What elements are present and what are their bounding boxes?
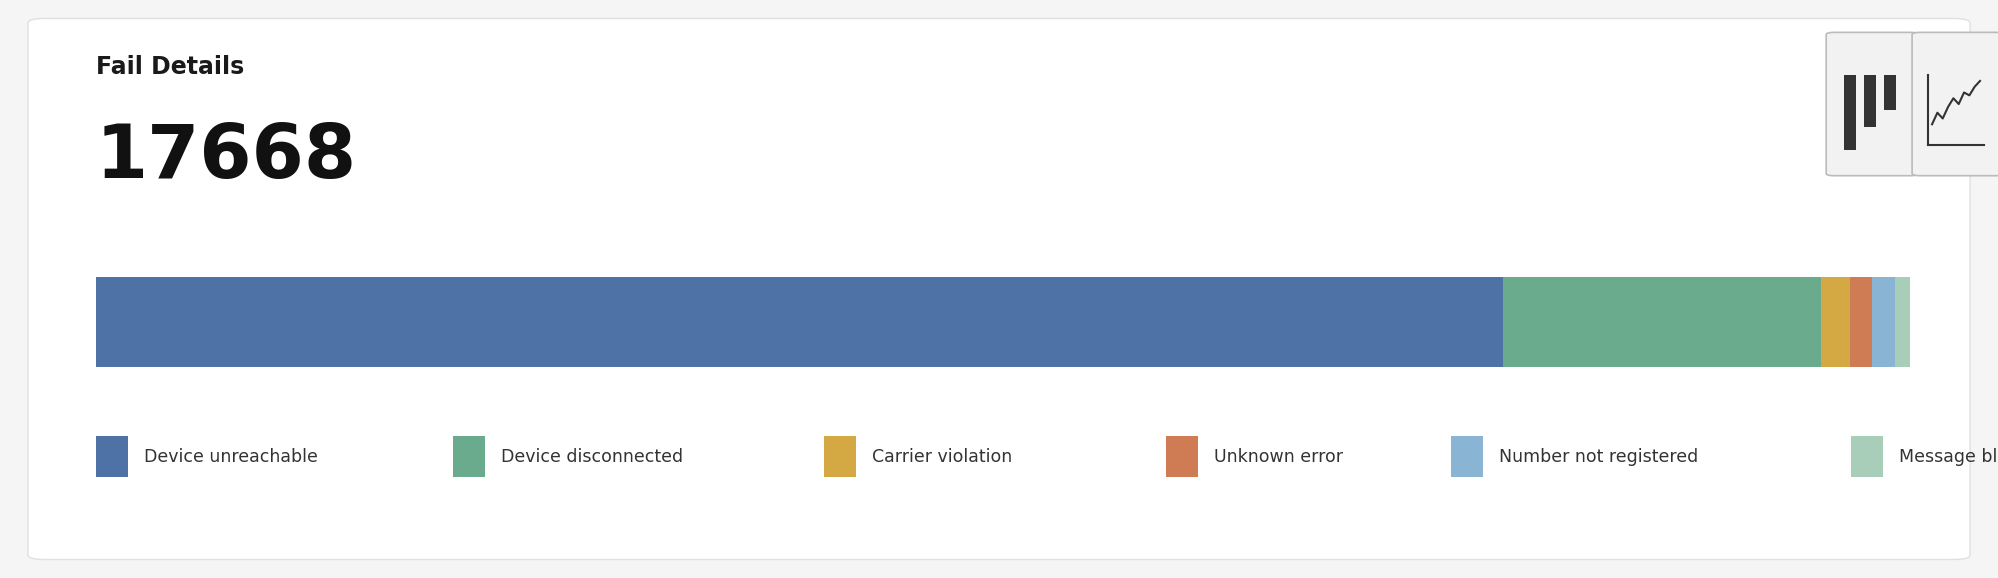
- Bar: [1820, 277, 1850, 367]
- FancyBboxPatch shape: [1826, 32, 1918, 176]
- Text: Message blocked: Message blocked: [1900, 447, 1998, 466]
- Text: Carrier violation: Carrier violation: [871, 447, 1013, 466]
- Bar: [1167, 436, 1199, 477]
- Bar: [96, 277, 1502, 367]
- Text: Device disconnected: Device disconnected: [501, 447, 683, 466]
- Bar: [1884, 75, 1896, 110]
- Text: 17668: 17668: [96, 121, 358, 194]
- Bar: [96, 436, 128, 477]
- Bar: [1864, 75, 1876, 127]
- Bar: [1502, 277, 1820, 367]
- FancyBboxPatch shape: [28, 18, 1970, 560]
- Text: Failed Messages: Failed Messages: [96, 289, 262, 307]
- Bar: [1894, 277, 1910, 367]
- Bar: [823, 436, 855, 477]
- Text: Number not registered: Number not registered: [1498, 447, 1698, 466]
- Bar: [1850, 277, 1872, 367]
- Text: Fail Details: Fail Details: [96, 55, 244, 79]
- Bar: [454, 436, 486, 477]
- Bar: [1852, 436, 1884, 477]
- Text: Device unreachable: Device unreachable: [144, 447, 318, 466]
- Bar: [1844, 75, 1856, 150]
- Bar: [1872, 277, 1894, 367]
- Bar: [1451, 436, 1483, 477]
- Text: Unknown error: Unknown error: [1215, 447, 1343, 466]
- FancyBboxPatch shape: [1912, 32, 1998, 176]
